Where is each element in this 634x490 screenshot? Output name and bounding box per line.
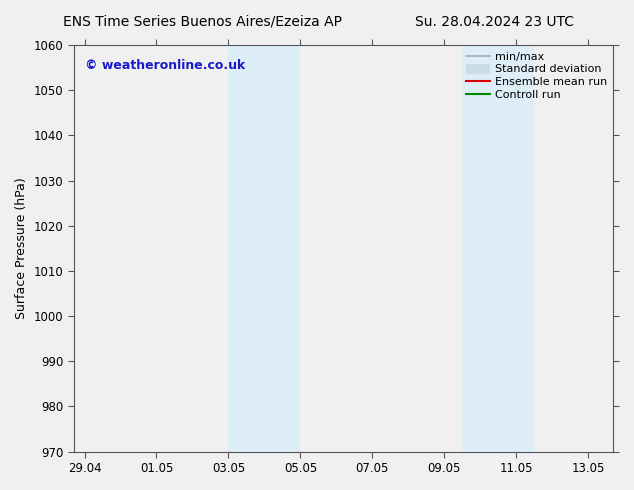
Y-axis label: Surface Pressure (hPa): Surface Pressure (hPa) [15,177,28,319]
Text: © weatheronline.co.uk: © weatheronline.co.uk [84,59,245,73]
Bar [228,45,301,452]
Bar [462,45,534,452]
Text: ENS Time Series Buenos Aires/Ezeiza AP: ENS Time Series Buenos Aires/Ezeiza AP [63,15,342,29]
Legend: min/max, Standard deviation, Ensemble mean run, Controll run: min/max, Standard deviation, Ensemble me… [465,50,608,101]
Text: Su. 28.04.2024 23 UTC: Su. 28.04.2024 23 UTC [415,15,574,29]
